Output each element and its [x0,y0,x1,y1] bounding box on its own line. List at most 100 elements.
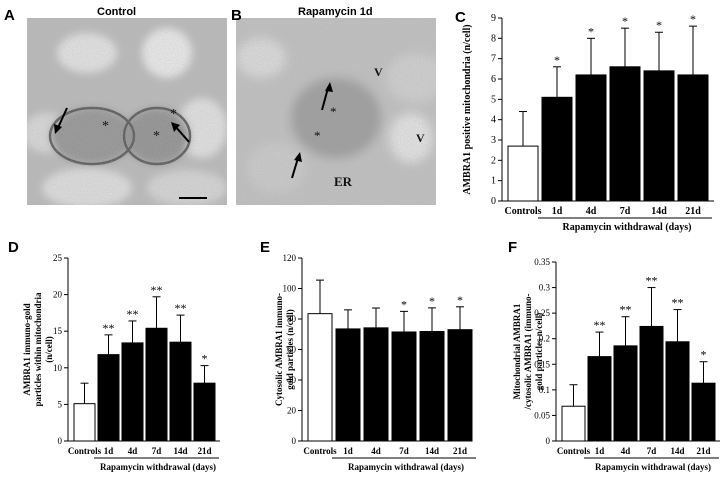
bar [541,96,573,202]
significance-mark: ** [646,274,658,288]
category-label: Controls [303,446,337,456]
y-tick-label: 0 [546,436,551,446]
bar [73,403,96,442]
bar [507,145,539,202]
bar [691,382,716,442]
y-tick-label: 0.2 [539,334,550,344]
y-axis-label-line: Cytosolic AMBRA1 immuno- [274,293,284,406]
panel-letter-c: C [455,9,466,26]
significance-mark: * [457,293,463,307]
bar [307,313,333,442]
bar [575,74,607,202]
y-axis-label-line: (n/cell) [44,336,54,363]
y-axis-label: AMBRA1 positive mitochondria (n/cell) [462,24,473,194]
micrograph-mark: * [170,107,177,122]
y-tick-label: 10 [53,363,63,373]
micrograph-mark: ER [334,174,353,189]
significance-mark: ** [620,303,632,317]
bar [97,354,120,442]
bar [145,327,168,442]
panel-letter-b: B [231,7,242,24]
category-label: 1d [595,446,605,456]
significance-mark: ** [672,296,684,310]
chart-e: E 0 20 40 60 80 100 120 Controls 1d 4d * 7d * 14d * 21d R… [260,239,476,472]
y-axis-label: AMBRA1 immuno-goldparticles within mitoc… [22,292,54,406]
y-axis-label: Mitochondrial AMBRA1/cytosolic AMBRA1 (i… [512,294,544,411]
y-tick-label: 4 [491,115,496,126]
category-label: 21d [453,446,467,456]
panel-letter-d: D [8,239,19,256]
y-tick-label: 3 [491,135,496,146]
significance-mark: * [656,18,662,32]
y-axis-label-line: /cytosolic AMBRA1 (immuno- [523,294,533,411]
micrograph-title-control: Control [97,6,136,18]
x-axis-label: Rapamycin withdrawal (days) [100,462,216,472]
bar [447,329,473,442]
y-tick-label: 0.35 [534,257,550,267]
y-axis-label-line: AMBRA1 immuno-gold [22,303,32,395]
category-label: 4d [586,206,597,217]
significance-mark: * [401,297,407,311]
y-tick-label: 0 [292,436,297,446]
bar [609,66,641,202]
bar [391,331,417,442]
y-tick-label: 1 [491,176,496,187]
micrograph-rapamycin-image: * * V V ER [236,18,436,205]
y-tick-label: 25 [53,253,63,263]
bar [121,342,144,442]
category-label: Controls [68,446,102,456]
significance-mark: * [701,348,707,362]
category-label: 21d [197,446,211,456]
micrograph-rapamycin: * * V V ER [236,18,436,205]
bar [193,382,216,442]
y-tick-label: 8 [491,33,496,44]
category-label: Controls [557,446,591,456]
category-label: 7d [152,446,162,456]
y-tick-label: 5 [491,94,496,105]
micrograph-mark: V [416,131,425,145]
y-axis-label-line: Mitochondrial AMBRA1 [512,303,522,399]
y-tick-label: 0 [58,436,63,446]
micrograph-mark: * [153,129,160,144]
y-tick-label: 100 [283,284,297,294]
significance-mark: * [429,294,435,308]
bar [665,341,690,442]
y-tick-label: 0 [491,196,496,207]
significance-mark: * [622,14,628,28]
bar [419,331,445,442]
bar [169,341,192,442]
micrograph-mark: * [102,119,109,134]
y-tick-label: 7 [491,54,496,65]
micrograph-mark: * [314,128,321,143]
significance-mark: ** [103,321,115,335]
x-axis-label: Rapamycin withdrawal (days) [348,462,464,472]
y-tick-label: 20 [53,290,63,300]
x-axis-label: Rapamycin withdrawal (days) [595,462,711,472]
significance-mark: ** [127,307,139,321]
category-label: 1d [343,446,353,456]
bar [643,70,675,202]
micrograph-control: * * * [27,18,227,205]
y-tick-label: 20 [287,406,297,416]
category-label: Controls [504,206,541,217]
category-label: 14d [651,206,667,217]
y-tick-label: 2 [491,155,496,166]
category-label: 4d [621,446,631,456]
panel-letter-e: E [260,239,270,256]
y-tick-label: 60 [287,345,297,355]
category-label: 4d [371,446,381,456]
y-tick-label: 40 [287,375,297,385]
y-tick-label: 120 [283,253,297,263]
significance-mark: * [588,24,594,38]
bar [639,325,664,442]
significance-mark: * [690,12,696,26]
micrograph-title-rapamycin: Rapamycin 1d [298,6,373,18]
significance-mark: ** [175,301,187,315]
y-tick-label: 6 [491,74,496,85]
micrograph-mark: V [374,65,383,79]
x-axis-label: Rapamycin withdrawal (days) [563,222,692,233]
y-axis-label: Cytosolic AMBRA1 immuno-gold particles (… [274,293,295,406]
panel-letter-a: A [4,7,15,24]
y-tick-label: 5 [58,399,63,409]
category-label: 14d [425,446,439,456]
